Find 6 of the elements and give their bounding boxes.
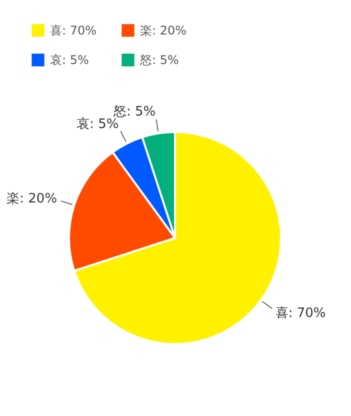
legend-label: 楽: 20% bbox=[140, 23, 187, 38]
legend-label: 喜: 70% bbox=[50, 23, 97, 38]
legend-label: 哀: 5% bbox=[50, 53, 89, 67]
slice-label: 喜: 70% bbox=[275, 306, 326, 322]
legend-label: 怒: 5% bbox=[139, 53, 179, 67]
slice-label: 楽: 20% bbox=[6, 191, 58, 206]
